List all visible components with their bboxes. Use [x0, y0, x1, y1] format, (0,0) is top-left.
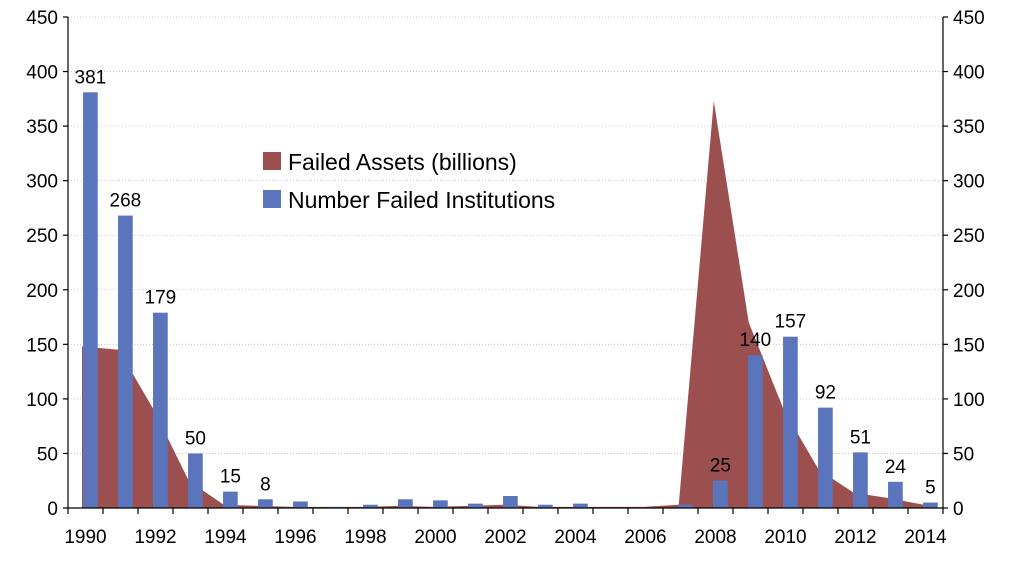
x-tick-label-1990: 1990: [64, 527, 106, 548]
data-label-1995: 8: [260, 474, 271, 495]
data-label-2009: 140: [740, 330, 772, 351]
y-tick-label-right-100: 100: [953, 390, 985, 411]
x-tick-label-1998: 1998: [344, 527, 386, 548]
x-tick-label-2008: 2008: [694, 527, 736, 548]
bar-1992: [153, 312, 168, 508]
bar-2007: [678, 504, 693, 508]
grid-layer: [68, 16, 943, 454]
bar-1999: [398, 499, 413, 508]
bar-2013: [888, 481, 903, 508]
bar-2010: [783, 336, 798, 508]
y-tick-label-right-150: 150: [953, 335, 985, 356]
y-tick-label-right-0: 0: [953, 499, 964, 520]
y-tick-label-left-150: 150: [26, 335, 58, 356]
x-tick-label-1996: 1996: [274, 527, 316, 548]
bar-1990: [83, 92, 98, 508]
legend-label-number-failed-institutions: Number Failed Institutions: [288, 187, 555, 213]
bar-2001: [468, 503, 483, 508]
data-label-1993: 50: [185, 428, 206, 449]
area-layer: [82, 101, 926, 508]
y-tick-label-left-350: 350: [26, 117, 58, 138]
y-tick-label-left-250: 250: [26, 226, 58, 247]
bar-1991: [118, 215, 133, 509]
legend-swatch-failed-assets: [263, 152, 281, 170]
data-label-2013: 24: [885, 457, 907, 478]
bar-1995: [258, 499, 273, 508]
y-tick-label-left-200: 200: [26, 281, 58, 302]
y-tick-label-left-0: 0: [47, 499, 58, 520]
bar-2004: [573, 503, 588, 508]
bar-1996: [293, 501, 308, 508]
data-label-2014: 5: [925, 478, 936, 499]
bar-1998: [363, 504, 378, 508]
x-tick-label-2012: 2012: [834, 527, 876, 548]
y-tick-label-left-300: 300: [26, 172, 58, 193]
y-tick-label-right-400: 400: [953, 63, 985, 84]
y-tick-label-left-400: 400: [26, 63, 58, 84]
bar-2008: [713, 480, 728, 508]
y-tick-label-left-100: 100: [26, 390, 58, 411]
x-tick-label-2006: 2006: [624, 527, 666, 548]
data-label-2012: 51: [850, 427, 871, 448]
x-tick-label-1992: 1992: [134, 527, 176, 548]
data-label-2010: 157: [775, 312, 807, 333]
x-tick-label-2014: 2014: [904, 527, 947, 548]
y-tick-label-right-200: 200: [953, 281, 985, 302]
y-tick-label-right-50: 50: [953, 444, 974, 465]
data-label-1994: 15: [220, 467, 241, 488]
y-tick-label-right-350: 350: [953, 117, 985, 138]
y-tick-label-right-300: 300: [953, 172, 985, 193]
bar-2003: [538, 504, 553, 508]
data-label-1990: 381: [75, 67, 107, 88]
data-label-2011: 92: [815, 383, 836, 404]
x-tick-label-2000: 2000: [414, 527, 456, 548]
bar-2009: [748, 355, 763, 508]
bar-layer: [83, 92, 938, 509]
data-label-1991: 268: [110, 191, 142, 212]
legend-swatch-number-failed-institutions: [263, 190, 281, 208]
data-label-1992: 179: [145, 288, 177, 309]
y-tick-label-left-50: 50: [37, 444, 58, 465]
axis-layer: 0501001502002503003504004500501001502002…: [26, 8, 984, 548]
bar-1993: [188, 453, 203, 508]
y-tick-label-left-450: 450: [26, 8, 58, 29]
data-label-2008: 25: [710, 456, 731, 477]
y-tick-label-right-450: 450: [953, 8, 985, 29]
x-tick-label-1994: 1994: [204, 527, 247, 548]
x-tick-label-2010: 2010: [764, 527, 806, 548]
area-failed-assets: [82, 101, 926, 508]
bar-1994: [223, 491, 238, 508]
legend: Failed Assets (billions) Number Failed I…: [263, 149, 555, 213]
bar-2002: [503, 495, 518, 508]
bar-2014: [923, 502, 938, 508]
bar-2012: [853, 452, 868, 508]
y-tick-label-right-250: 250: [953, 226, 985, 247]
legend-label-failed-assets: Failed Assets (billions): [288, 149, 517, 175]
bar-2011: [818, 407, 833, 508]
x-tick-label-2002: 2002: [484, 527, 526, 548]
bar-2000: [433, 500, 448, 508]
x-tick-label-2004: 2004: [554, 527, 597, 548]
